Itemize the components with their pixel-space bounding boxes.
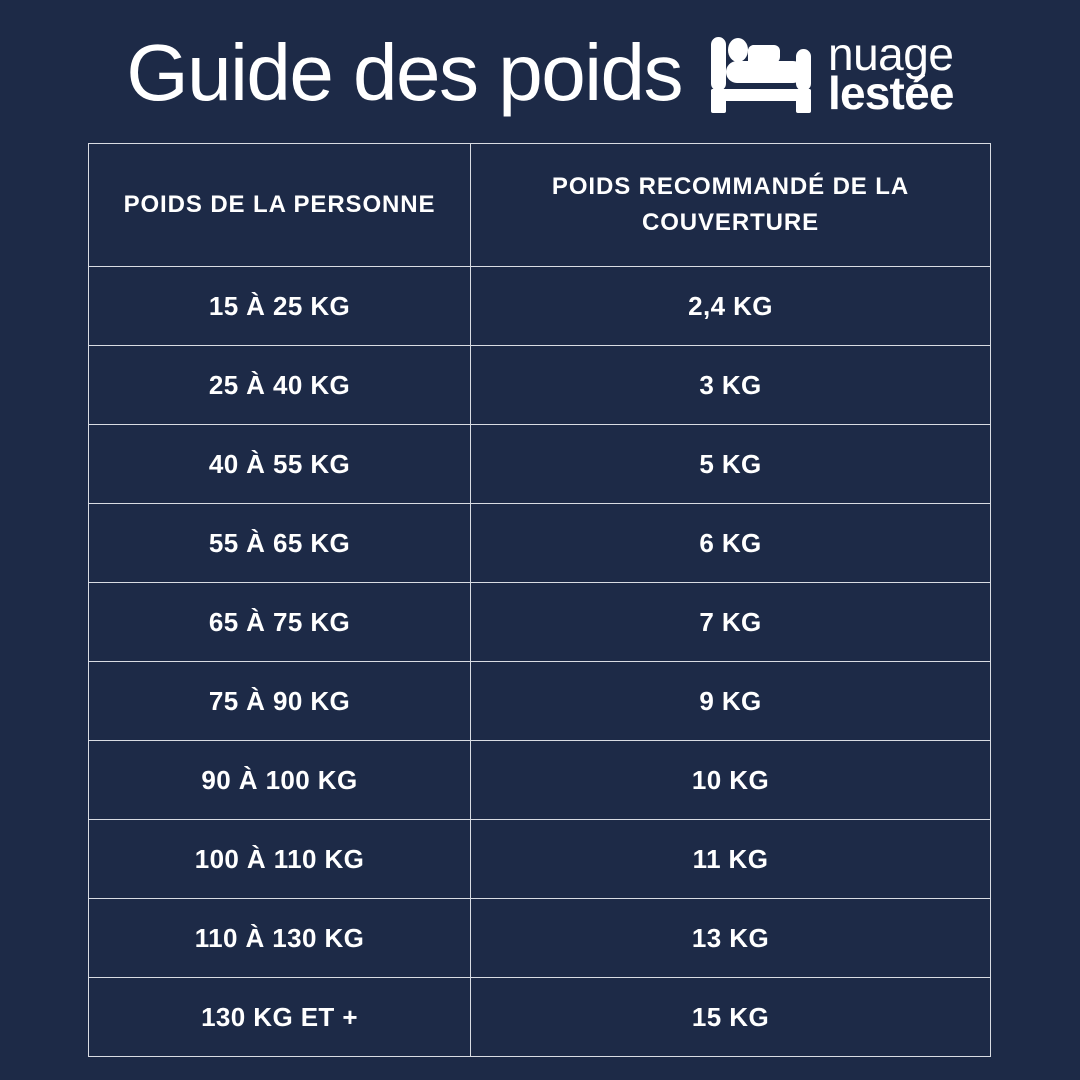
- bed-with-sleeping-person-icon: [711, 36, 812, 113]
- cell-blanket-weight: 13 KG: [470, 898, 991, 978]
- brand-word-lestee: lestée: [828, 66, 954, 119]
- cell-blanket-weight: 10 KG: [470, 740, 991, 820]
- column-header-person-weight: POIDS DE LA PERSONNE: [88, 143, 471, 267]
- table-row: 75 À 90 KG 9 KG: [88, 661, 991, 741]
- cell-person-weight: 75 À 90 KG: [88, 661, 471, 741]
- cell-person-weight: 90 À 100 KG: [88, 740, 471, 820]
- cell-blanket-weight: 2,4 KG: [470, 266, 991, 346]
- cell-person-weight: 40 À 55 KG: [88, 424, 471, 504]
- cell-blanket-weight: 11 KG: [470, 819, 991, 899]
- poster-header: Guide des poids nua: [0, 0, 1080, 143]
- cell-person-weight: 100 À 110 KG: [88, 819, 471, 899]
- table-row: 15 À 25 KG 2,4 KG: [88, 266, 991, 346]
- table-row: 25 À 40 KG 3 KG: [88, 345, 991, 425]
- cell-person-weight: 55 À 65 KG: [88, 503, 471, 583]
- cell-person-weight: 15 À 25 KG: [88, 266, 471, 346]
- cell-person-weight: 110 À 130 KG: [88, 898, 471, 978]
- cell-blanket-weight: 9 KG: [470, 661, 991, 741]
- table-row: 55 À 65 KG 6 KG: [88, 503, 991, 583]
- cell-blanket-weight: 7 KG: [470, 582, 991, 662]
- table-row: 40 À 55 KG 5 KG: [88, 424, 991, 504]
- table-row: 90 À 100 KG 10 KG: [88, 740, 991, 820]
- cell-person-weight: 65 À 75 KG: [88, 582, 471, 662]
- cell-person-weight: 130 KG ET +: [88, 977, 471, 1057]
- brand-wordmark: nuage lestée: [828, 28, 954, 119]
- table-body: 15 À 25 KG 2,4 KG 25 À 40 KG 3 KG 40 À 5…: [88, 266, 991, 1057]
- table-row: 130 KG ET + 15 KG: [88, 977, 991, 1057]
- cell-blanket-weight: 5 KG: [470, 424, 991, 504]
- cell-blanket-weight: 6 KG: [470, 503, 991, 583]
- page-title: Guide des poids: [126, 27, 683, 117]
- table-header-row: POIDS DE LA PERSONNE POIDS RECOMMANDÉ DE…: [88, 143, 991, 267]
- cell-blanket-weight: 3 KG: [470, 345, 991, 425]
- brand-word-nuage: nuage: [828, 28, 954, 81]
- weight-guide-table: POIDS DE LA PERSONNE POIDS RECOMMANDÉ DE…: [88, 143, 991, 1057]
- table-row: 100 À 110 KG 11 KG: [88, 819, 991, 899]
- cell-blanket-weight: 15 KG: [470, 977, 991, 1057]
- cell-person-weight: 25 À 40 KG: [88, 345, 471, 425]
- table-header: POIDS DE LA PERSONNE POIDS RECOMMANDÉ DE…: [88, 143, 991, 267]
- table-row: 110 À 130 KG 13 KG: [88, 898, 991, 978]
- brand-logo: nuage lestée: [708, 28, 954, 119]
- column-header-blanket-weight: POIDS RECOMMANDÉ DE LA COUVERTURE: [470, 143, 991, 267]
- table-row: 65 À 75 KG 7 KG: [88, 582, 991, 662]
